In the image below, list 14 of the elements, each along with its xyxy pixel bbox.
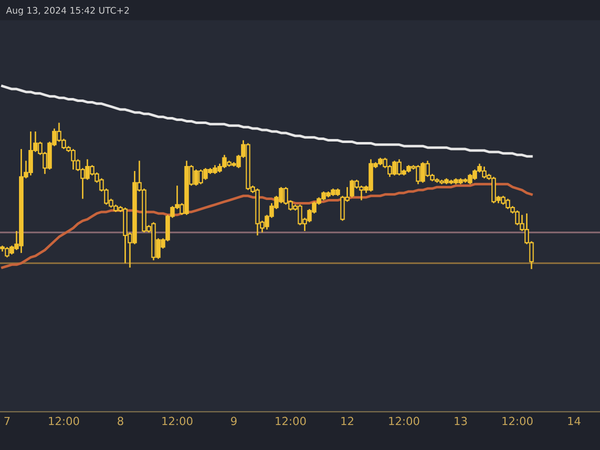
x-tick-label: 13 [454,416,467,426]
x-tick-label: 8 [118,416,124,426]
x-tick-label: 9 [231,416,237,426]
candlestick [482,166,487,180]
x-tick-label: 14 [568,416,580,426]
x-tick-label: 12:00 [48,416,80,426]
x-tick-label: 12 [341,416,354,426]
x-tick-label: 12:00 [389,416,420,426]
x-tick-label: 12:00 [276,416,306,426]
x-tick-label: 12:00 [162,416,192,426]
x-tick-label: 12:00 [502,416,533,426]
x-tick-label: 7 [4,416,10,426]
text: Aug 13, 2024 15:42 UTC+2 [6,6,129,16]
candlestick [113,204,118,213]
